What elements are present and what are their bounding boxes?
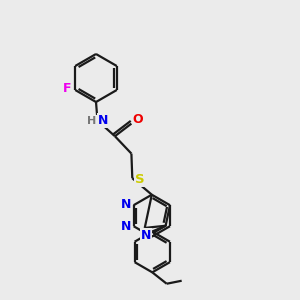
Text: N: N bbox=[98, 114, 108, 127]
Text: S: S bbox=[135, 173, 145, 186]
Text: N: N bbox=[141, 229, 151, 242]
Text: O: O bbox=[133, 113, 143, 127]
Text: N: N bbox=[121, 198, 131, 211]
Text: N: N bbox=[121, 220, 131, 233]
Text: F: F bbox=[63, 82, 71, 95]
Text: H: H bbox=[88, 116, 97, 126]
